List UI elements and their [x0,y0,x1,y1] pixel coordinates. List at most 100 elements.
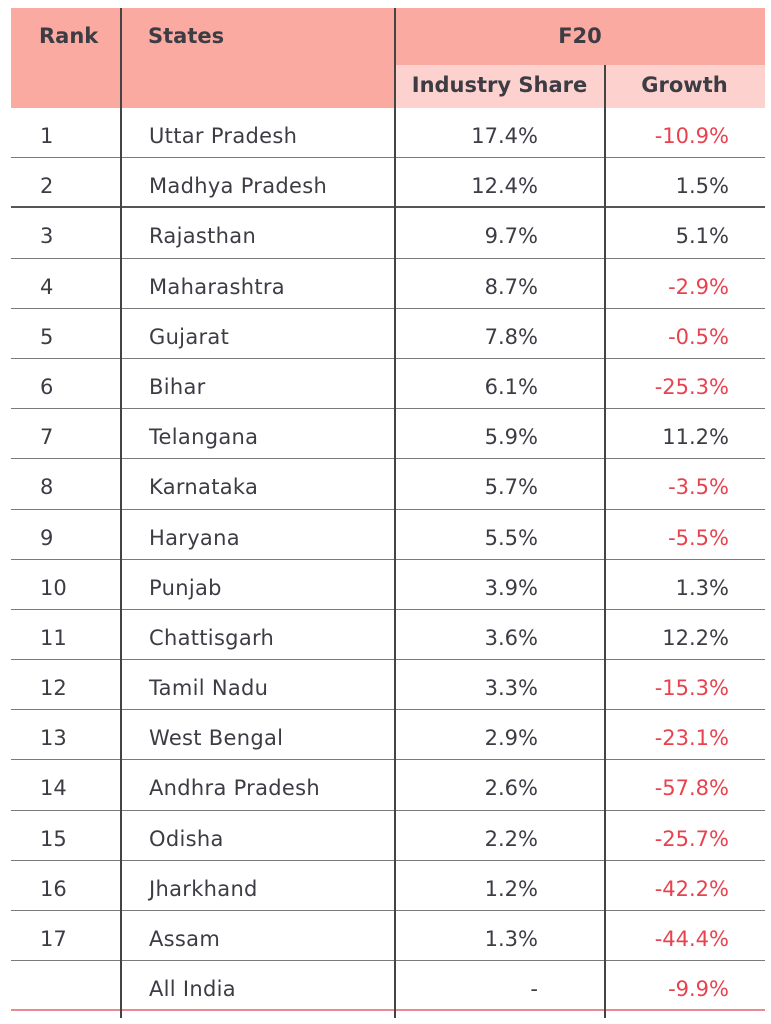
industry-share-cell: 17.4% [471,124,538,148]
state-cell: Karnataka [149,475,259,500]
rank-cell: 3 [40,224,54,249]
table-row: 6 Bihar 6.1% -25.3% [11,359,765,410]
table-row: All India - -9.9% [11,961,765,1012]
table-row: 16 Jharkhand 1.2% -42.2% [11,861,765,911]
rank-cell: 1 [40,124,54,148]
table-row: 10 Punjab 3.9% 1.3% [11,560,765,610]
rank-cell: 10 [40,575,67,600]
industry-share-cell: 2.6% [484,776,538,801]
rank-cell: 5 [40,324,54,349]
rank-cell: 7 [40,425,54,450]
state-cell: Maharashtra [149,274,285,299]
table-row: 17 Assam 1.3% -44.4% [11,911,765,962]
growth-cell: -5.5% [668,525,729,550]
rank-cell: 12 [40,676,67,701]
state-cell: Uttar Pradesh [149,124,298,148]
growth-cell: 5.1% [675,224,729,249]
growth-cell: -15.3% [654,676,729,701]
table-row: 12 Tamil Nadu 3.3% -15.3% [11,660,765,711]
state-industry-share-table: Rank States F20 Industry Share Growth 1 U… [11,8,765,1018]
growth-cell: 1.3% [675,575,729,600]
state-cell: Odisha [149,826,224,851]
header-industry-share: Industry Share [411,73,588,97]
table-row: 3 Rajasthan 9.7% 5.1% [11,208,765,259]
growth-cell: -10.9% [654,124,729,148]
industry-share-cell: 3.6% [484,625,538,650]
industry-share-cell: 5.9% [484,425,538,450]
rank-cell: 8 [40,475,54,500]
industry-share-cell: 3.3% [484,676,538,701]
state-cell: Chattisgarh [149,625,275,650]
industry-share-cell: 1.3% [484,927,538,951]
header-states: States [148,24,225,48]
state-cell: Haryana [149,525,240,550]
industry-share-cell: 5.7% [484,475,538,500]
state-cell: Gujarat [149,324,230,349]
growth-cell: -57.8% [654,776,729,801]
state-cell: Rajasthan [149,224,257,249]
table-row: 5 Gujarat 7.8% -0.5% [11,309,765,359]
growth-cell: -44.4% [654,927,729,951]
rank-cell: 6 [40,374,54,399]
rank-cell: 16 [40,876,67,901]
growth-cell: -23.1% [654,726,729,751]
table-row: 7 Telangana 5.9% 11.2% [11,409,765,460]
growth-cell: -9.9% [668,977,729,1002]
rank-cell: 15 [40,826,67,851]
industry-share-cell: 12.4% [471,174,538,199]
growth-cell: 12.2% [662,625,729,650]
state-cell: Punjab [149,575,222,600]
growth-cell: -25.7% [654,826,729,851]
state-cell: West Bengal [149,726,284,751]
state-cell: Andhra Pradesh [149,776,320,801]
industry-share-cell: 6.1% [484,374,538,399]
header-growth: Growth [641,73,728,97]
table-row: 13 West Bengal 2.9% -23.1% [11,710,765,761]
table-row: 9 Haryana 5.5% -5.5% [11,510,765,560]
state-cell: Jharkhand [149,876,258,901]
industry-share-cell: 3.9% [484,575,538,600]
column-divider [604,65,606,1018]
table-header: Rank States F20 Industry Share Growth [11,8,765,108]
state-cell: All India [149,977,236,1002]
state-cell: Telangana [149,425,259,450]
growth-cell: 1.5% [675,174,729,199]
table-row: 1 Uttar Pradesh 17.4% -10.9% [11,108,765,159]
industry-share-cell: 1.2% [484,876,538,901]
table-row: 4 Maharashtra 8.7% -2.9% [11,259,765,309]
rank-cell: 9 [40,525,54,550]
growth-cell: -25.3% [654,374,729,399]
rank-cell: 11 [40,625,67,650]
subheader-background [395,65,765,108]
column-divider [394,8,396,1018]
table-row: 14 Andhra Pradesh 2.6% -57.8% [11,760,765,811]
industry-share-cell: 7.8% [484,324,538,349]
industry-share-cell: 8.7% [484,274,538,299]
industry-share-cell: 2.2% [484,826,538,851]
header-group-f20: F20 [558,24,602,48]
rank-cell: 17 [40,927,67,951]
table-body: 1 Uttar Pradesh 17.4% -10.9% 2 Madhya Pradesh… [11,108,765,1012]
rank-cell: 4 [40,274,54,299]
state-cell: Tamil Nadu [149,676,269,701]
industry-share-cell: - [530,977,538,1002]
state-cell: Madhya Pradesh [149,174,328,199]
rank-cell: 2 [40,174,54,199]
table-row: 8 Karnataka 5.7% -3.5% [11,459,765,510]
table-row: 11 Chattisgarh 3.6% 12.2% [11,610,765,661]
table-row: 15 Odisha 2.2% -25.7% [11,811,765,861]
table-row: 2 Madhya Pradesh 12.4% 1.5% [11,158,765,209]
growth-cell: 11.2% [662,425,729,450]
state-cell: Assam [149,927,221,951]
column-divider [120,8,122,1018]
growth-cell: -2.9% [668,274,729,299]
rank-cell: 13 [40,726,67,751]
growth-cell: -3.5% [668,475,729,500]
header-rank: Rank [39,24,99,48]
growth-cell: -0.5% [668,324,729,349]
industry-share-cell: 9.7% [484,224,538,249]
state-cell: Bihar [149,374,206,399]
rank-cell: 14 [40,776,67,801]
industry-share-cell: 5.5% [484,525,538,550]
growth-cell: -42.2% [654,876,729,901]
